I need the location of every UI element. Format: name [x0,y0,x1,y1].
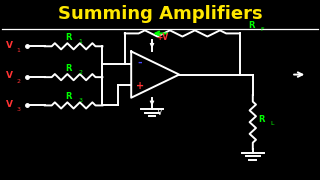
Text: R: R [66,92,72,101]
Text: R: R [248,21,254,30]
Text: 1: 1 [79,39,83,44]
Text: V: V [6,100,13,109]
Text: +V: +V [156,33,168,42]
Text: +: + [136,81,144,91]
Text: 3: 3 [17,107,20,112]
Text: 3: 3 [79,98,83,103]
Text: 1: 1 [17,48,20,53]
Text: -: - [138,58,142,68]
Text: 2: 2 [17,79,20,84]
Text: V: V [6,71,13,80]
Text: Summing Amplifiers: Summing Amplifiers [58,5,262,23]
Text: R: R [259,115,265,124]
Text: R: R [66,33,72,42]
Text: L: L [270,121,274,126]
Text: -V: -V [156,108,163,117]
Text: V: V [6,40,13,50]
Text: 2: 2 [79,70,83,75]
Text: R: R [66,64,72,73]
Text: F: F [260,27,264,32]
